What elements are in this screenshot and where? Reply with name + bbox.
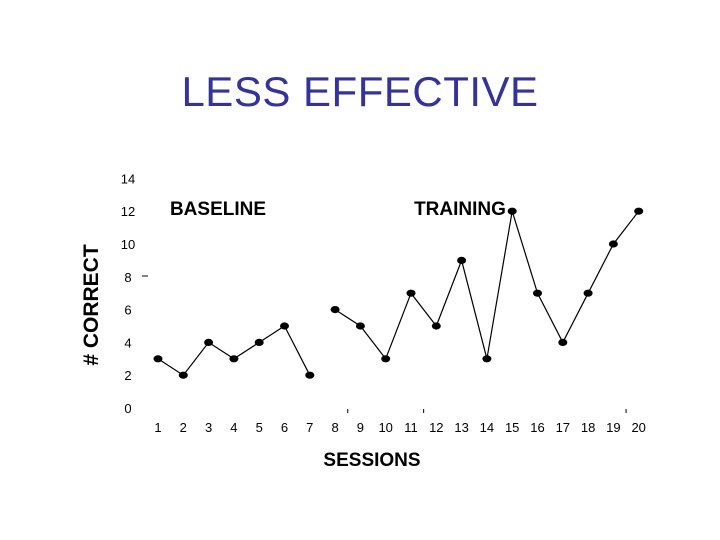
x-tick-label: 11 — [404, 420, 418, 435]
data-point — [558, 338, 568, 346]
x-tick-label: 8 — [331, 420, 338, 435]
y-tick-label: 14 — [121, 171, 135, 186]
y-tick-label: 0 — [124, 401, 131, 416]
data-point — [355, 322, 365, 330]
x-tick-label: 3 — [205, 420, 212, 435]
y-tick-label: 4 — [124, 335, 131, 350]
x-tick-label: 1 — [154, 420, 161, 435]
data-point — [153, 355, 163, 363]
data-point — [381, 355, 391, 363]
x-tick-label: 13 — [454, 420, 468, 435]
data-point — [431, 322, 441, 330]
data-point — [254, 338, 264, 346]
x-tick-label: 9 — [357, 420, 364, 435]
y-axis-title: # CORRECT — [80, 244, 103, 366]
x-tick-label: 18 — [581, 420, 595, 435]
series-line-training — [334, 210, 640, 361]
x-tick-label: 15 — [505, 420, 519, 435]
x-tick-label: 17 — [556, 420, 570, 435]
x-tick-label: 16 — [530, 420, 544, 435]
y-axis-title-text: # CORRECT — [80, 244, 103, 366]
data-point — [482, 355, 492, 363]
data-point — [457, 256, 467, 264]
x-tick-label: 5 — [256, 420, 263, 435]
data-point — [280, 322, 289, 330]
phase-label-baseline: BASELINE — [170, 199, 266, 220]
y-tick-label: 6 — [124, 303, 131, 318]
x-tick-label: 12 — [429, 420, 443, 435]
x-tick-label: 2 — [180, 420, 187, 435]
y-tick-label: 12 — [121, 204, 135, 219]
x-tick-label: 10 — [378, 420, 392, 435]
data-point — [204, 338, 214, 346]
y-tick-label: 10 — [121, 237, 135, 252]
phase-label-training: TRAINING — [414, 199, 506, 220]
slide-title: LESS EFFECTIVE — [181, 68, 539, 115]
data-point — [229, 355, 239, 363]
x-tick-label: 7 — [306, 420, 313, 435]
data-point — [330, 306, 340, 314]
data-point — [608, 240, 618, 248]
x-tick-label: 19 — [606, 420, 620, 435]
y-tick-label: 8 — [124, 270, 131, 285]
data-point — [583, 289, 593, 297]
data-point — [406, 289, 416, 297]
x-tick-label: 4 — [230, 420, 237, 435]
series-line-baseline — [157, 325, 311, 377]
x-tick-label: 6 — [281, 420, 288, 435]
data-point — [178, 371, 188, 379]
y-tick-label: 2 — [124, 368, 131, 383]
data-point — [533, 289, 542, 297]
data-point — [305, 371, 315, 379]
x-tick-label: 20 — [631, 420, 645, 435]
x-tick-label: 14 — [480, 420, 494, 435]
data-point — [634, 207, 644, 215]
data-point — [507, 207, 517, 215]
x-axis-title: SESSIONS — [323, 450, 420, 471]
